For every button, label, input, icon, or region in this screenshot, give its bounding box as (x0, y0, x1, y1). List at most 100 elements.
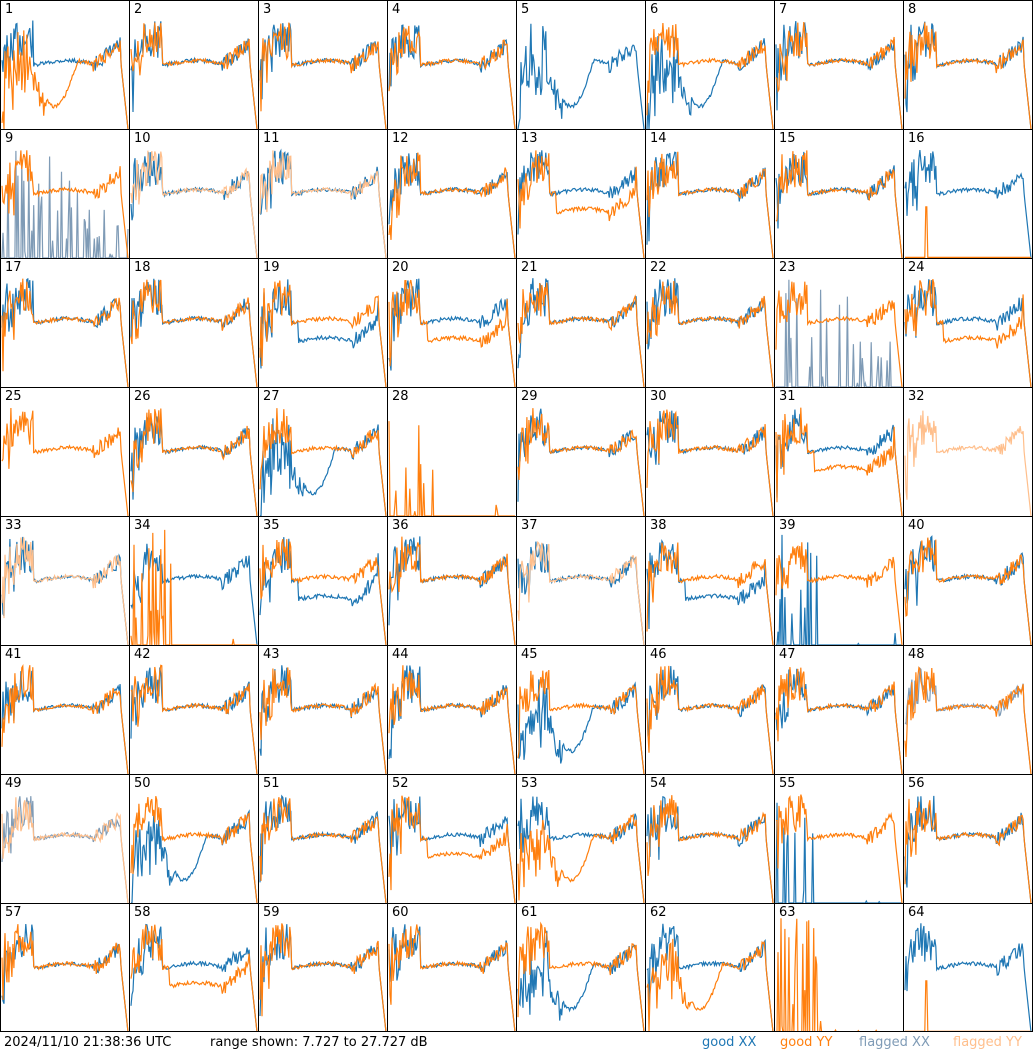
spectrum-plot (646, 278, 774, 387)
yy-spectrum-line (775, 150, 903, 258)
antenna-tile-27: 27 (258, 387, 387, 516)
yy-spectrum-line (775, 794, 903, 903)
xx-spectrum-line (259, 665, 387, 774)
antenna-number: 40 (908, 518, 925, 533)
yy-spectrum-line (259, 667, 387, 774)
spectrum-plot (517, 408, 645, 516)
yy-spectrum-line (775, 407, 903, 516)
antenna-tile-4: 4 (387, 0, 516, 129)
antenna-number: 39 (779, 518, 796, 533)
antenna-tile-40: 40 (903, 516, 1032, 645)
legend-good-xx: good XX (702, 1035, 757, 1050)
yy-spectrum-line (259, 280, 387, 387)
yy-spectrum-line (388, 152, 516, 258)
antenna-number: 4 (392, 2, 401, 17)
spectrum-plot (904, 923, 1032, 1032)
yy-spectrum-line (905, 980, 1031, 1032)
xx-spectrum-line (259, 23, 387, 129)
antenna-tile-24: 24 (903, 258, 1032, 387)
spectrum-plot (646, 22, 774, 129)
spectrum-plot (259, 665, 387, 774)
spectrum-plot (1, 150, 129, 258)
antenna-number: 27 (263, 389, 280, 404)
xx-spectrum-line (388, 536, 516, 645)
antenna-tile-58: 58 (129, 903, 258, 1032)
spectrum-plot (646, 151, 774, 258)
xx-spectrum-line (130, 543, 258, 645)
antenna-number: 11 (263, 131, 280, 146)
antenna-tile-61: 61 (516, 903, 645, 1032)
antenna-tile-12: 12 (387, 129, 516, 258)
yy-spectrum-line (775, 667, 903, 774)
antenna-number: 3 (263, 2, 272, 17)
spectrum-plot (775, 21, 903, 129)
antenna-number: 10 (134, 131, 151, 146)
yy-spectrum-line (130, 529, 257, 645)
yy-spectrum-line (130, 279, 258, 387)
yy-spectrum-line (517, 921, 645, 1032)
antenna-number: 50 (134, 776, 151, 791)
yy-spectrum-line (388, 665, 516, 774)
antenna-number: 45 (521, 647, 538, 662)
yy-spectrum-line (517, 669, 645, 774)
yy-spectrum-line (259, 797, 387, 903)
antenna-number: 24 (908, 260, 925, 275)
antenna-tile-37: 37 (516, 516, 645, 645)
yy-spectrum-line (904, 666, 1032, 774)
antenna-tile-63: 63 (774, 903, 903, 1032)
antenna-number: 23 (779, 260, 796, 275)
spectrum-plot (259, 537, 387, 645)
xx-spectrum-line (388, 924, 516, 1032)
antenna-number: 36 (392, 518, 409, 533)
spectrum-plot (388, 278, 516, 387)
antenna-tile-34: 34 (129, 516, 258, 645)
spectrum-plot (259, 794, 387, 903)
spectrum-plot (388, 536, 516, 645)
yy-spectrum-line (259, 539, 387, 645)
yy-spectrum-line (1, 924, 129, 1032)
antenna-number: 15 (779, 131, 796, 146)
spectrum-plot (259, 279, 387, 387)
antenna-tile-10: 10 (129, 129, 258, 258)
spectrum-plot (130, 278, 258, 387)
spectrum-plot (904, 666, 1032, 774)
xx-spectrum-line (259, 279, 387, 387)
antenna-tile-30: 30 (645, 387, 774, 516)
xx-spectrum-line (517, 408, 645, 516)
antenna-number: 46 (650, 647, 667, 662)
antenna-number: 21 (521, 260, 538, 275)
spectrum-plot (904, 150, 1032, 258)
xx-spectrum-line (130, 278, 258, 387)
antenna-number: 57 (5, 905, 22, 920)
xx-spectrum-line (646, 151, 774, 258)
spectrum-plot (646, 538, 774, 645)
yy-spectrum-line (130, 924, 258, 1032)
antenna-number: 9 (5, 131, 14, 146)
yy-spectrum-line (904, 798, 1032, 903)
antenna-tile-48: 48 (903, 645, 1032, 774)
antenna-tile-35: 35 (258, 516, 387, 645)
antenna-tile-57: 57 (0, 903, 129, 1032)
xx-spectrum-line (130, 152, 258, 258)
xx-spectrum-line (131, 809, 258, 903)
antenna-tile-55: 55 (774, 774, 903, 903)
yy-spectrum-line (130, 796, 258, 903)
antenna-number: 26 (134, 389, 151, 404)
spectrum-plot (517, 540, 645, 645)
yy-spectrum-line (1, 30, 129, 129)
xx-spectrum-line (1, 150, 129, 258)
antenna-number: 38 (650, 518, 667, 533)
xx-spectrum-line (259, 794, 387, 903)
antenna-tile-54: 54 (645, 774, 774, 903)
antenna-number: 5 (521, 2, 530, 17)
antenna-number: 34 (134, 518, 151, 533)
spectrum-plot (775, 794, 903, 903)
spectrum-plot (259, 408, 387, 516)
antenna-number: 44 (392, 647, 409, 662)
yy-spectrum-line (259, 150, 387, 258)
spectrum-plot (130, 21, 258, 129)
antenna-tile-52: 52 (387, 774, 516, 903)
antenna-tile-62: 62 (645, 903, 774, 1032)
antenna-tile-23: 23 (774, 258, 903, 387)
antenna-number: 7 (779, 2, 788, 17)
